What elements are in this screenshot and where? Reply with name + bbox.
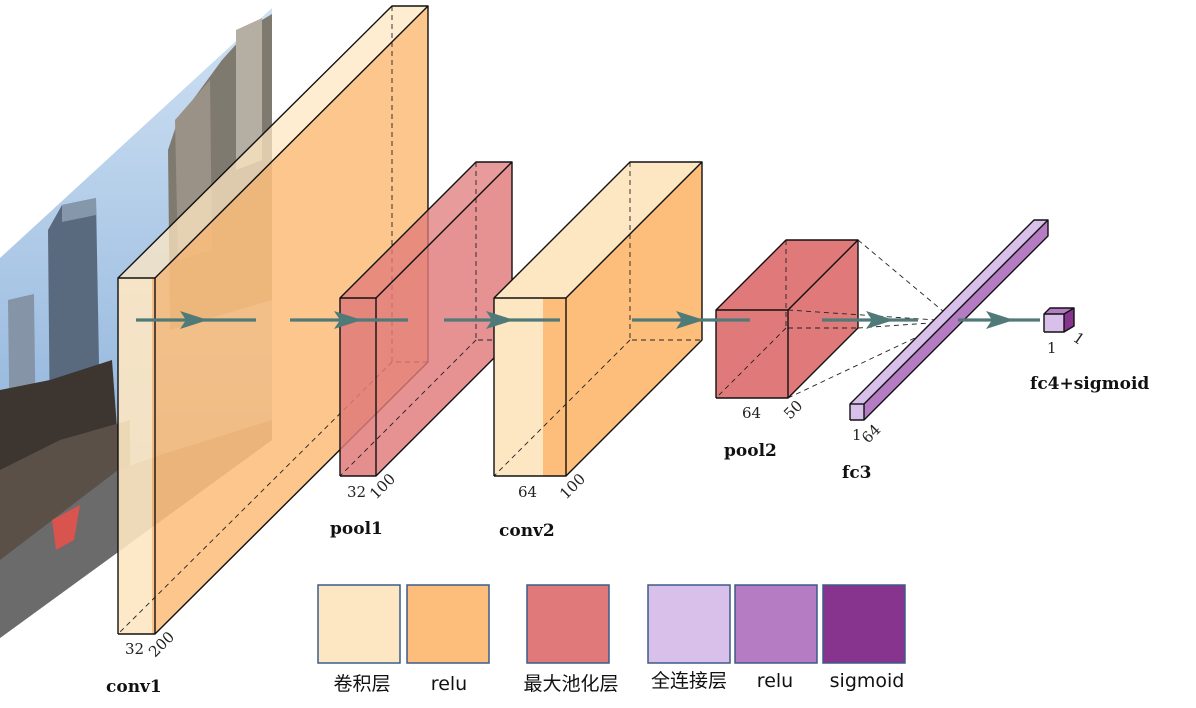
fc3-units: 64: [858, 421, 884, 447]
legend: 卷积层 relu 最大池化层 全连接层 relu sigmoid: [317, 584, 906, 695]
pool2-channels: 64: [742, 404, 761, 422]
legend-label-conv: 卷积层: [333, 673, 390, 695]
conv2-label: conv2: [499, 521, 555, 541]
legend-label-fc: 全连接层: [651, 670, 727, 692]
fc4-sigmoid-label: fc4+sigmoid: [1030, 374, 1149, 394]
pool2-label: pool2: [724, 441, 777, 461]
conv1-front-relu: [152, 278, 155, 634]
arrow-head-icon: [676, 311, 704, 329]
legend-swatch-sigmoid: [822, 584, 906, 664]
pool2-fc3-connections: [787, 239, 945, 399]
layer-fc4-sigmoid: [1043, 307, 1075, 333]
fc3-label: fc3: [842, 463, 872, 483]
pool2-size: 50: [780, 397, 806, 423]
arrow-head-icon: [486, 311, 514, 329]
legend-swatch-conv: [317, 584, 401, 664]
legend-swatch-relu: [406, 584, 490, 664]
fc3-width: 1: [852, 426, 862, 444]
conv1-front-conv: [118, 278, 152, 634]
flow-arrows: [136, 311, 1040, 329]
arrow-head-icon: [986, 311, 1014, 329]
conv1-top: [118, 6, 428, 278]
pool1-channels: 32: [347, 483, 366, 501]
pool1-label: pool1: [330, 519, 383, 539]
legend-swatch-fc-relu: [734, 584, 818, 664]
legend-label-fc-relu: relu: [757, 670, 793, 692]
conv1-label: conv1: [106, 677, 162, 697]
fc4-units: 1: [1070, 329, 1088, 349]
legend-label-sigmoid: sigmoid: [830, 670, 905, 692]
fc4-width: 1: [1047, 339, 1057, 357]
layer-fc3: [849, 219, 1049, 421]
conv1-channels: 32: [125, 640, 144, 658]
arrow-head-icon: [334, 311, 362, 329]
arrow-head-icon: [866, 311, 894, 329]
legend-label-relu: relu: [431, 673, 467, 695]
legend-label-maxpool: 最大池化层: [523, 673, 618, 695]
legend-swatch-fc: [647, 584, 731, 664]
arrow-head-icon: [180, 311, 208, 329]
legend-swatch-maxpool: [526, 584, 610, 664]
conv2-channels: 64: [518, 483, 537, 501]
